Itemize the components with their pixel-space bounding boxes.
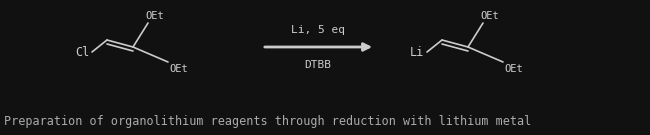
Text: OEt: OEt bbox=[504, 64, 523, 74]
Text: Cl: Cl bbox=[75, 45, 89, 58]
Text: Li, 5 eq: Li, 5 eq bbox=[291, 25, 345, 35]
Text: OEt: OEt bbox=[480, 11, 499, 21]
Text: Preparation of organolithium reagents through reduction with lithium metal: Preparation of organolithium reagents th… bbox=[4, 116, 531, 129]
Text: OEt: OEt bbox=[146, 11, 164, 21]
Text: Li: Li bbox=[410, 45, 424, 58]
Text: DTBB: DTBB bbox=[304, 60, 332, 70]
Text: OEt: OEt bbox=[170, 64, 188, 74]
